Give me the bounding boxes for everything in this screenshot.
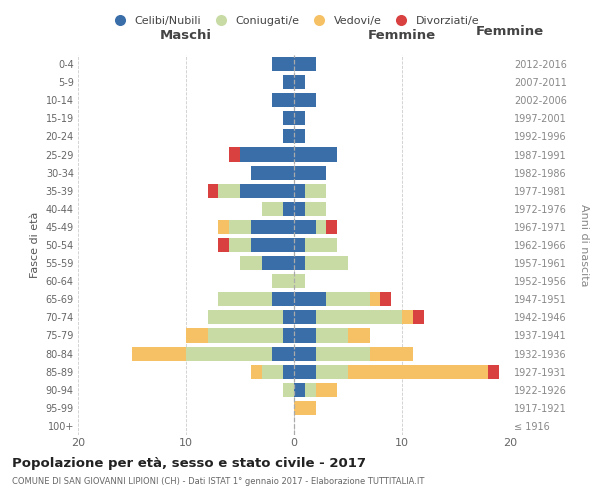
Bar	[283, 328, 294, 342]
Bar	[316, 220, 326, 234]
Bar	[283, 202, 294, 216]
Bar	[326, 220, 337, 234]
Y-axis label: Anni di nascita: Anni di nascita	[579, 204, 589, 286]
Bar	[294, 148, 337, 162]
Bar	[305, 238, 337, 252]
Bar	[262, 256, 294, 270]
Bar	[294, 382, 305, 397]
Bar	[283, 364, 294, 378]
Bar	[305, 256, 348, 270]
Bar	[413, 310, 424, 324]
Bar	[294, 93, 316, 108]
Bar	[272, 93, 294, 108]
Bar	[218, 292, 272, 306]
Y-axis label: Fasce di età: Fasce di età	[30, 212, 40, 278]
Bar	[272, 292, 294, 306]
Bar	[370, 346, 413, 360]
Bar	[294, 112, 305, 126]
Bar	[272, 274, 294, 288]
Bar	[208, 310, 283, 324]
Bar	[186, 328, 208, 342]
Bar	[251, 166, 294, 179]
Text: Femmine: Femmine	[368, 28, 436, 42]
Bar	[370, 292, 380, 306]
Bar	[294, 75, 305, 89]
Bar	[283, 112, 294, 126]
Bar	[316, 364, 348, 378]
Bar	[283, 310, 294, 324]
Bar	[218, 184, 240, 198]
Bar	[294, 130, 305, 143]
Bar	[305, 202, 326, 216]
Bar	[218, 238, 229, 252]
Bar	[316, 310, 402, 324]
Bar	[316, 346, 370, 360]
Bar	[240, 184, 294, 198]
Text: Maschi: Maschi	[160, 28, 212, 42]
Bar	[272, 346, 294, 360]
Bar	[218, 220, 229, 234]
Bar	[294, 220, 316, 234]
Bar	[294, 57, 316, 71]
Bar	[348, 328, 370, 342]
Bar	[240, 256, 262, 270]
Bar	[294, 401, 316, 415]
Bar	[294, 328, 316, 342]
Bar	[316, 382, 337, 397]
Bar	[294, 310, 316, 324]
Bar	[283, 75, 294, 89]
Bar	[262, 364, 283, 378]
Bar	[283, 382, 294, 397]
Bar	[229, 238, 251, 252]
Bar	[294, 202, 305, 216]
Bar	[208, 328, 283, 342]
Bar	[294, 256, 305, 270]
Bar	[251, 364, 262, 378]
Bar	[294, 292, 326, 306]
Bar	[229, 148, 240, 162]
Text: Popolazione per età, sesso e stato civile - 2017: Popolazione per età, sesso e stato civil…	[12, 458, 366, 470]
Bar	[294, 184, 305, 198]
Bar	[294, 346, 316, 360]
Bar	[402, 310, 413, 324]
Bar	[229, 220, 251, 234]
Bar	[251, 238, 294, 252]
Text: Femmine: Femmine	[476, 25, 544, 38]
Bar	[294, 238, 305, 252]
Bar	[186, 346, 272, 360]
Bar	[380, 292, 391, 306]
Bar	[348, 364, 488, 378]
Bar	[294, 166, 326, 179]
Bar	[208, 184, 218, 198]
Bar	[326, 292, 370, 306]
Bar	[294, 364, 316, 378]
Bar	[488, 364, 499, 378]
Bar	[251, 220, 294, 234]
Legend: Celibi/Nubili, Coniugati/e, Vedovi/e, Divorziati/e: Celibi/Nubili, Coniugati/e, Vedovi/e, Di…	[104, 11, 484, 30]
Bar	[262, 202, 283, 216]
Bar	[240, 148, 294, 162]
Bar	[305, 382, 316, 397]
Bar	[316, 328, 348, 342]
Bar	[294, 274, 305, 288]
Bar	[272, 57, 294, 71]
Text: COMUNE DI SAN GIOVANNI LIPIONI (CH) - Dati ISTAT 1° gennaio 2017 - Elaborazione : COMUNE DI SAN GIOVANNI LIPIONI (CH) - Da…	[12, 478, 424, 486]
Bar	[132, 346, 186, 360]
Bar	[283, 130, 294, 143]
Bar	[305, 184, 326, 198]
